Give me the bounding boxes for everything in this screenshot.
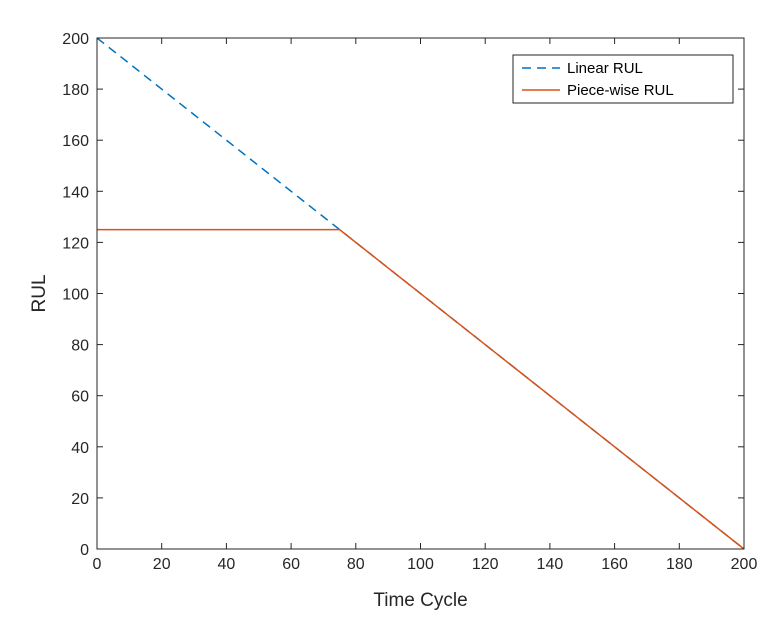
y-tick-label: 160 (62, 133, 89, 150)
legend-label-linear-rul: Linear RUL (567, 60, 643, 77)
y-tick-label: 40 (71, 440, 89, 457)
x-axis-label: Time Cycle (373, 590, 467, 611)
legend: Linear RUL Piece-wise RUL (512, 54, 734, 104)
y-axis-label: RUL (29, 274, 50, 312)
x-tick-label: 40 (218, 556, 236, 573)
x-tick-label: 20 (153, 556, 171, 573)
x-tick-label: 120 (472, 556, 499, 573)
x-tick-label: 180 (666, 556, 693, 573)
series-layer (96, 37, 745, 550)
x-tick-label: 140 (537, 556, 564, 573)
x-tick-label: 100 (407, 556, 434, 573)
x-tick-label: 160 (601, 556, 628, 573)
y-tick-label: 200 (62, 31, 89, 48)
x-tick-label: 200 (731, 556, 758, 573)
y-tick-label: 140 (62, 184, 89, 201)
y-tick-label: 60 (71, 389, 89, 406)
y-axis-ticks: 0 20 40 60 80 100 120 140 160 180 200 (62, 31, 744, 559)
x-tick-label: 0 (93, 556, 102, 573)
x-tick-label: 60 (282, 556, 300, 573)
y-tick-label: 0 (80, 542, 89, 559)
legend-label-piecewise-rul: Piece-wise RUL (567, 82, 674, 99)
x-axis-ticks: 0 20 40 60 80 100 120 140 160 180 200 (93, 38, 758, 573)
y-tick-label: 180 (62, 82, 89, 99)
series-line-piece-wise-rul (97, 228, 745, 550)
x-tick-label: 80 (347, 556, 365, 573)
y-tick-label: 120 (62, 235, 89, 252)
y-tick-label: 20 (71, 491, 89, 508)
y-tick-label: 100 (62, 287, 89, 304)
legend-box (512, 54, 734, 104)
y-tick-label: 80 (71, 338, 89, 355)
